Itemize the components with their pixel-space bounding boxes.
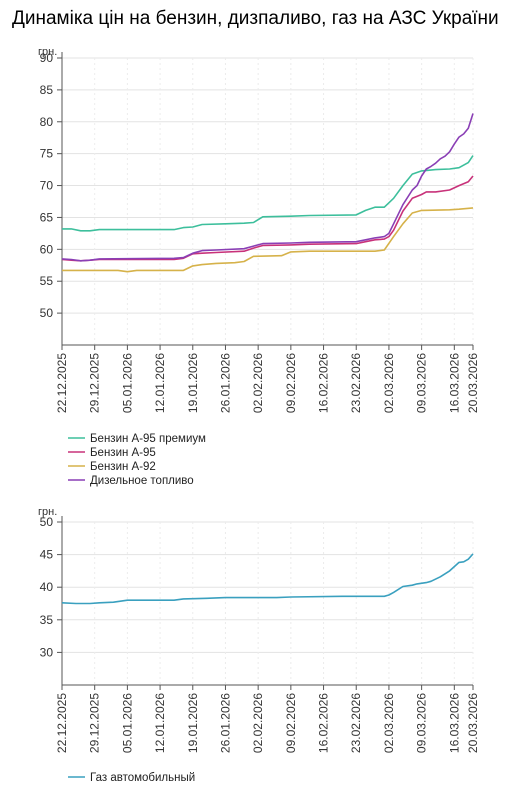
chart-1: грн. 50 55 60 65 70 75 80 85 90 22.12.2025 29.12.20… — [38, 46, 480, 487]
chart-2: грн. 30 35 40 45 50 22.12.2025 29.12.2025 05.01.… — [38, 506, 480, 784]
x-tick-label: 12.01.2026 — [153, 693, 167, 753]
x-tick-label: 02.03.2026 — [382, 353, 396, 413]
x-tick-label: 20.03.2026 — [466, 693, 480, 753]
y-tick-label: 40 — [40, 580, 54, 594]
y-tick-label: 85 — [40, 83, 54, 97]
y-tick-label: 75 — [40, 147, 54, 161]
x-tick-label: 26.01.2026 — [218, 353, 232, 413]
x-tick-label: 16.02.2026 — [317, 353, 331, 413]
y-axis-label: грн. — [38, 506, 57, 518]
page-title: Динаміка цін на бензин, дизпаливо, газ н… — [12, 8, 499, 29]
x-tick-label: 20.03.2026 — [466, 353, 480, 413]
x-tick-label: 26.01.2026 — [218, 693, 232, 753]
x-tick-label: 05.01.2026 — [120, 353, 134, 413]
y-tick-label: 45 — [40, 548, 54, 562]
y-tick-label: 50 — [40, 515, 54, 529]
y-axis-label: грн. — [38, 46, 57, 58]
series-line — [61, 553, 474, 605]
y-tick-label: 60 — [40, 242, 54, 256]
x-tick-label: 22.12.2025 — [55, 353, 69, 413]
series-line — [61, 113, 474, 262]
series-line — [61, 175, 474, 262]
legend-label: Бензин А-95 — [90, 447, 156, 459]
y-tick-label: 35 — [40, 613, 54, 627]
x-tick-label: 16.03.2026 — [447, 353, 461, 413]
x-tick-label: 19.01.2026 — [186, 353, 200, 413]
y-tick-label: 50 — [40, 306, 54, 320]
x-tick-label: 16.03.2026 — [447, 693, 461, 753]
x-tick-label: 02.02.2026 — [251, 693, 265, 753]
y-tick-label: 55 — [40, 274, 54, 288]
x-tick-label: 23.02.2026 — [349, 693, 363, 753]
y-tick-label: 90 — [40, 51, 54, 65]
y-tick-label: 30 — [40, 645, 54, 659]
x-tick-label: 09.02.2026 — [284, 353, 298, 413]
x-tick-label: 16.02.2026 — [317, 693, 331, 753]
legend-label: Бензин А-95 премиум — [90, 433, 206, 445]
x-tick-label: 22.12.2025 — [55, 693, 69, 753]
x-tick-label: 12.01.2026 — [153, 353, 167, 413]
legend-label: Дизельное топливо — [90, 475, 194, 487]
x-tick-label: 02.03.2026 — [382, 693, 396, 753]
legend-label: Бензин А-92 — [90, 461, 156, 473]
x-tick-label: 09.03.2026 — [415, 353, 429, 413]
x-tick-label: 29.12.2025 — [88, 693, 102, 753]
x-tick-label: 09.02.2026 — [284, 693, 298, 753]
legend-label: Газ автомобильный — [90, 772, 195, 784]
series-line — [62, 207, 474, 273]
x-tick-label: 19.01.2026 — [186, 693, 200, 753]
y-tick-label: 70 — [40, 179, 54, 193]
x-tick-label: 05.01.2026 — [120, 693, 134, 753]
y-tick-label: 65 — [40, 210, 54, 224]
series-line — [62, 155, 474, 232]
y-tick-label: 80 — [40, 115, 54, 129]
x-tick-label: 02.02.2026 — [251, 353, 265, 413]
x-tick-label: 29.12.2025 — [88, 353, 102, 413]
x-tick-label: 23.02.2026 — [349, 353, 363, 413]
x-tick-label: 09.03.2026 — [415, 693, 429, 753]
